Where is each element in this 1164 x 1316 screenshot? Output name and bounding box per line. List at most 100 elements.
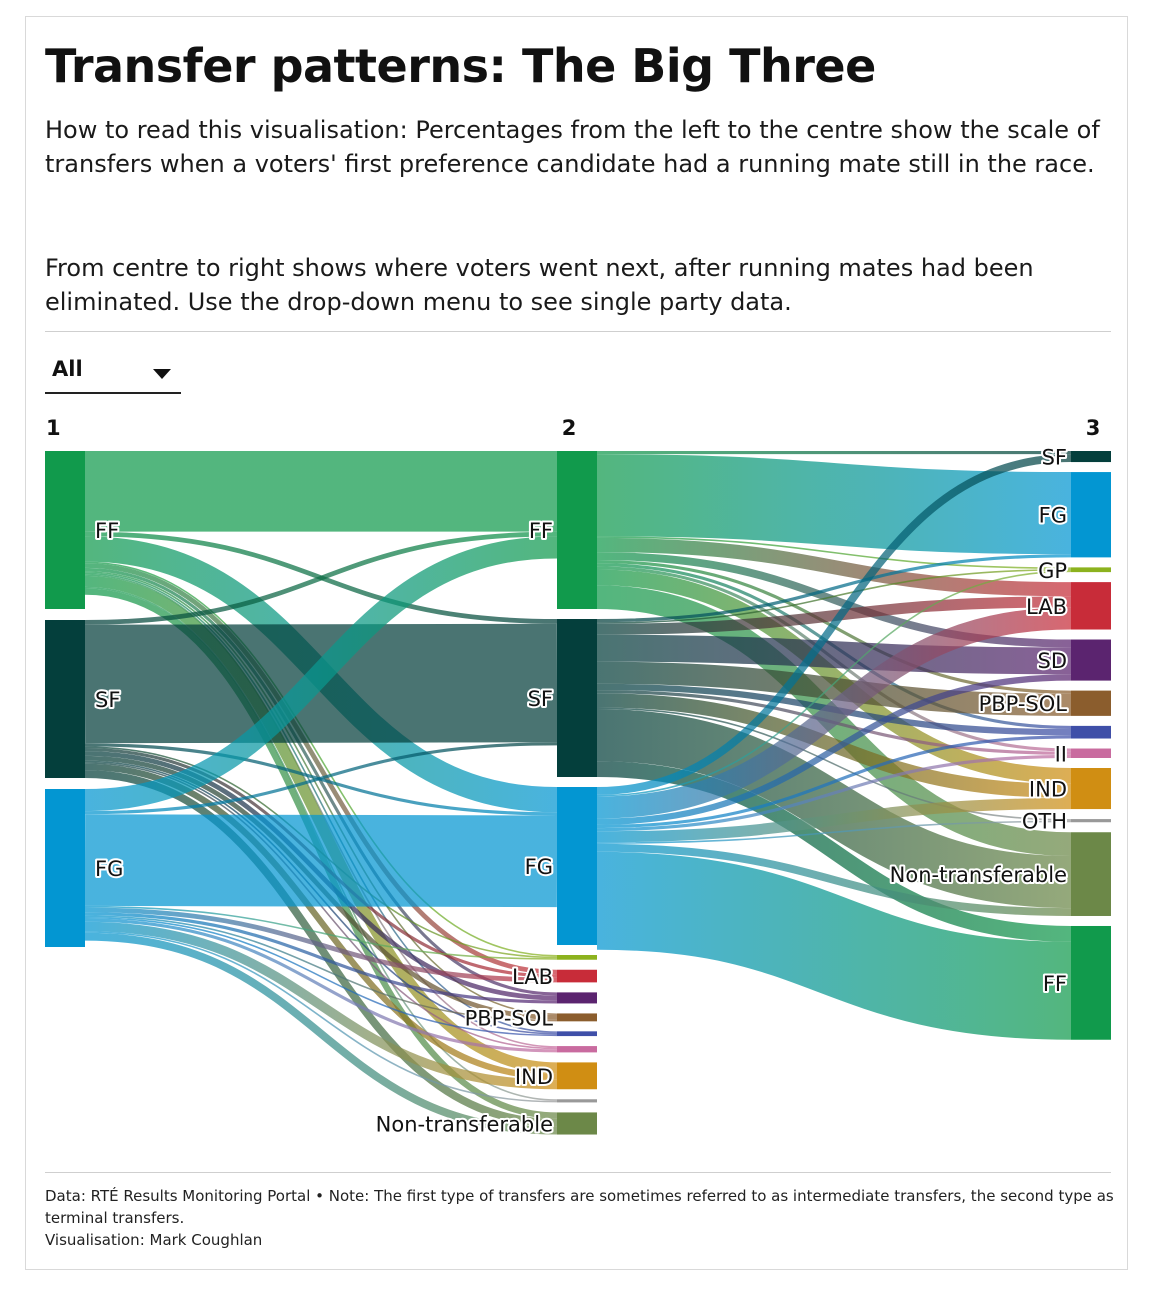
sankey-chart: 1 2 3 FF SF FG FF SF FG LAB PBP-SOL IND Non-transfer… <box>45 416 1111 1138</box>
flow-fg-to-non-transferable-stage2 <box>596 843 1072 916</box>
flow-fg-to-ii-stage2 <box>596 754 1072 832</box>
flow-fg-to-pbp-sol-stage1 <box>84 915 558 1022</box>
flow-ff-to-pbp-sol-stage1 <box>84 571 558 1016</box>
stage-header-2: 2 <box>562 416 577 440</box>
label-stage2-non-transferable: Non-transferable <box>376 1112 553 1136</box>
flow-ff-to-ind-stage2 <box>596 569 1072 784</box>
node-stage1-sf <box>45 620 85 778</box>
node-stage2-ind <box>557 1062 597 1090</box>
node-stage2-aon <box>557 1031 597 1037</box>
label-stage3-pbp-sol: PBP-SOL <box>979 692 1068 716</box>
nodes-layer <box>45 451 1111 1135</box>
node-stage2-ii <box>557 1046 597 1053</box>
flow-fg-to-ff-stage2 <box>596 851 1072 1040</box>
node-stage2-fg <box>557 787 597 945</box>
description-paragraph-2: From centre to right shows where voters … <box>45 254 1034 316</box>
node-stage2-non-transferable <box>557 1112 597 1135</box>
flow-sf-to-ff-stage1 <box>84 531 558 625</box>
node-stage2-sf <box>557 619 597 777</box>
label-stage3-oth: OTH <box>1022 810 1067 834</box>
node-stage2-pbp-sol <box>557 1013 597 1022</box>
caret-down-icon <box>153 369 171 379</box>
footer-note: Data: RTÉ Results Monitoring Portal • No… <box>45 1187 1114 1227</box>
label-stage3-ff: FF <box>1043 972 1067 996</box>
label-stage3-ind: IND <box>1029 778 1067 802</box>
node-stage3-gp <box>1071 567 1111 573</box>
flow-sf-to-gp-stage2 <box>596 568 1072 624</box>
node-stage3-oth <box>1071 819 1111 823</box>
label-stage3-lab: LAB <box>1026 595 1067 619</box>
flow-fg-to-aon-stage1 <box>84 916 558 1037</box>
flow-ff-to-lab-stage2 <box>596 537 1072 597</box>
node-stage2-ff <box>557 451 597 609</box>
stage-header-1: 1 <box>46 416 61 440</box>
dropdown-selected-value: All <box>52 357 83 381</box>
flow-fg-to-oth-stage2 <box>596 820 1072 844</box>
chart-card: Transfer patterns: The Big Three How to … <box>25 16 1128 1270</box>
flow-fg-to-ind-stage1 <box>84 921 558 1090</box>
label-stage2-pbp-sol: PBP-SOL <box>465 1006 554 1030</box>
flow-fg-to-non-transferable-stage1 <box>84 932 558 1135</box>
flow-fg-to-oth-stage1 <box>84 931 558 1103</box>
label-stage3-ii: II <box>1055 742 1067 766</box>
node-stage3-ind <box>1071 768 1111 810</box>
node-stage3-sf <box>1071 451 1111 463</box>
node-stage2-oth <box>557 1099 597 1103</box>
node-stage2-gp <box>557 955 597 960</box>
label-stage2-lab: LAB <box>512 965 553 989</box>
flow-ff-to-gp-stage2 <box>596 536 1072 569</box>
flow-fg-to-ff-stage1 <box>84 536 558 812</box>
page-title: Transfer patterns: The Big Three <box>45 39 876 93</box>
label-stage3-non-transferable: Non-transferable <box>890 863 1067 887</box>
flow-sf-to-lab-stage2 <box>596 596 1072 635</box>
divider-bottom <box>45 1172 1111 1173</box>
flow-sf-to-ff-stage2 <box>596 761 1072 942</box>
flow-fg-to-sd-stage2 <box>596 674 1072 825</box>
node-stage3-ii <box>1071 748 1111 758</box>
node-stage2-sd <box>557 992 597 1004</box>
node-stage3-pbp-sol <box>1071 690 1111 716</box>
label-stage2-fg: FG <box>525 855 553 879</box>
flow-sf-to-pbp-sol-stage2 <box>596 661 1072 716</box>
flow-ff-to-lab-stage1 <box>84 563 558 975</box>
flow-fg-to-aon-stage2 <box>596 735 1072 829</box>
label-stage3-gp: GP <box>1038 559 1067 583</box>
flow-ff-to-sd-stage1 <box>84 567 558 996</box>
node-stage2-lab <box>557 969 597 983</box>
flow-fg-to-ind-stage2 <box>596 798 1072 843</box>
label-stage3-sd: SD <box>1037 649 1067 673</box>
label-stage3-fg: FG <box>1039 504 1067 528</box>
node-stage1-fg <box>45 789 85 947</box>
flow-sf-to-oth-stage2 <box>596 707 1072 821</box>
flow-fg-to-gp-stage1 <box>84 905 558 960</box>
flow-sf-to-fg-stage2 <box>596 554 1072 623</box>
node-stage3-fg <box>1071 472 1111 558</box>
label-stage1-fg: FG <box>95 857 123 881</box>
node-stage3-lab <box>1071 582 1111 630</box>
flow-ff-to-ii-stage1 <box>84 574 558 1048</box>
stage-header-3: 3 <box>1086 416 1101 440</box>
node-stage1-ff <box>45 451 85 609</box>
flow-fg-to-lab-stage1 <box>84 907 558 983</box>
links-layer <box>84 450 1072 1135</box>
label-stage1-sf: SF <box>95 688 120 712</box>
flow-fg-to-fg-stage1 <box>84 814 558 908</box>
flow-fg-to-sf-stage1 <box>84 742 558 815</box>
flow-ff-to-aon-stage1 <box>84 572 558 1033</box>
node-stage3-sd <box>1071 639 1111 681</box>
flow-fg-to-sd-stage1 <box>84 912 558 1004</box>
description-paragraph-1: How to read this visualisation: Percenta… <box>45 116 1100 178</box>
party-dropdown[interactable]: All <box>45 357 181 394</box>
label-stage3-sf: SF <box>1042 446 1067 470</box>
node-stage3-non-transferable <box>1071 832 1111 916</box>
flow-fg-to-gp-stage2 <box>596 570 1072 797</box>
footer-credit: Visualisation: Mark Coughlan <box>45 1231 263 1249</box>
flow-fg-to-sf-stage2 <box>596 454 1072 795</box>
label-stage2-ff: FF <box>529 519 553 543</box>
label-stage2-ind: IND <box>515 1065 553 1089</box>
flow-sf-to-ind-stage2 <box>596 693 1072 799</box>
flow-sf-to-sd-stage2 <box>596 634 1072 675</box>
label-stage2-sf: SF <box>528 687 553 711</box>
flow-ff-to-fg-stage2 <box>596 454 1072 555</box>
label-stage1-ff: FF <box>95 519 119 543</box>
